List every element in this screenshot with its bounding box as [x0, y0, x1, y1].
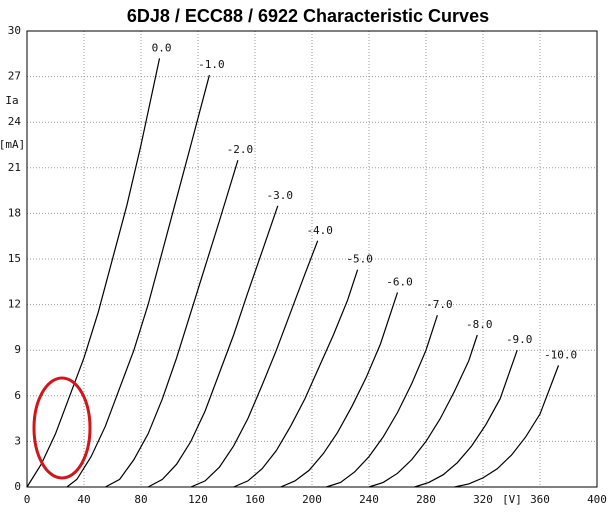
highlight-ellipse	[32, 376, 92, 480]
curve-label: -4.0	[306, 224, 333, 237]
curve-label: -6.0	[386, 275, 413, 288]
y-tick-label: 15	[8, 252, 21, 265]
y-tick-label: 24	[8, 115, 22, 128]
curve-label: -7.0	[426, 298, 453, 311]
x-axis-unit: [V]	[502, 493, 522, 506]
x-tick-label: 0	[24, 493, 31, 506]
curve	[368, 334, 478, 488]
y-tick-label: 30	[8, 24, 21, 37]
curve	[26, 58, 161, 488]
y-axis-unit: [mA]	[0, 138, 25, 151]
curve	[105, 160, 239, 488]
x-tick-label: 160	[245, 493, 265, 506]
curve	[233, 269, 359, 488]
x-tick-label: 400	[587, 493, 607, 506]
curve-label: -10.0	[544, 348, 577, 361]
y-tick-label: 9	[14, 343, 21, 356]
x-tick-label: 40	[77, 493, 90, 506]
x-tick-label: 240	[359, 493, 379, 506]
x-tick-label: 120	[188, 493, 208, 506]
plot-frame	[26, 30, 598, 488]
x-tick-label: 200	[302, 493, 322, 506]
x-tick-label: 320	[473, 493, 493, 506]
curve-label: -2.0	[227, 143, 254, 156]
curve	[147, 205, 279, 488]
curve-label: -5.0	[346, 253, 373, 266]
curve-label: 0.0	[152, 41, 172, 54]
curve	[414, 350, 518, 488]
curve-label: -9.0	[506, 333, 533, 346]
y-tick-label: 12	[8, 298, 21, 311]
y-axis-label: Ia	[5, 94, 18, 107]
curve	[66, 74, 210, 488]
y-tick-label: 0	[14, 480, 21, 493]
y-tick-label: 21	[8, 161, 21, 174]
y-tick-label: 18	[8, 206, 21, 219]
curve-label: -8.0	[466, 318, 493, 331]
plot-area: 0 3 6 9 12 15 18 21 24 27 30 0 40 80 120 160 200 240 280 32…	[8, 24, 607, 506]
chart-title: 6DJ8 / ECC88 / 6922 Characteristic Curve…	[127, 6, 489, 26]
x-tick-label: 80	[134, 493, 147, 506]
curve	[190, 240, 319, 488]
x-tick-label: 360	[530, 493, 550, 506]
curve	[454, 365, 560, 488]
y-tick-label: 27	[8, 70, 21, 83]
y-tick-label: 6	[14, 389, 21, 402]
y-tick-label: 3	[14, 434, 21, 447]
curve-label: -1.0	[198, 58, 225, 71]
x-tick-label: 280	[416, 493, 436, 506]
curve	[326, 315, 438, 488]
curve	[280, 292, 399, 488]
curve-label: -3.0	[267, 189, 294, 202]
